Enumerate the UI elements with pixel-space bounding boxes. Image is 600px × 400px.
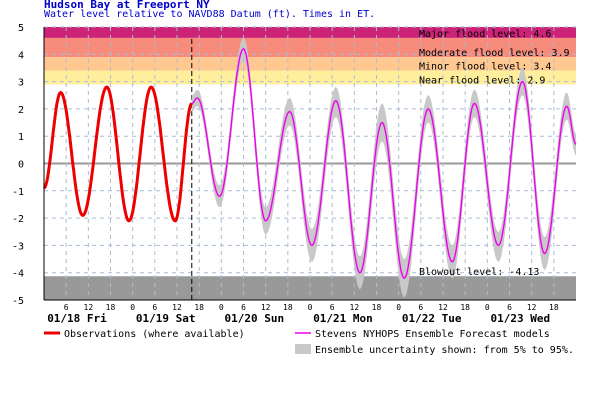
flood-level-label: Minor flood level: 3.4	[419, 62, 551, 73]
x-tick-label: 18	[460, 303, 470, 312]
forecast-legend-label: Stevens NYHOPS Ensemble Forecast models	[315, 329, 550, 340]
day-label: 01/23 Wed	[491, 312, 551, 325]
day-label: 01/21 Mon	[313, 312, 373, 325]
uncertainty-legend-label: Ensemble uncertainty shown: from 5% to 9…	[315, 345, 574, 356]
x-tick-label: 6	[507, 303, 512, 312]
day-label: 01/19 Sat	[136, 312, 196, 325]
observations-line	[43, 85, 193, 223]
y-tick-label: 5	[18, 23, 24, 34]
chart-subtitle: Water level relative to NAVD88 Datum (ft…	[44, 9, 376, 20]
x-tick-label: 6	[418, 303, 423, 312]
day-label: 01/20 Sun	[225, 312, 285, 325]
blowout-band	[44, 276, 576, 300]
x-tick-label: 18	[372, 303, 382, 312]
x-tick-label: 0	[219, 303, 224, 312]
major-flood-band	[44, 27, 576, 38]
uncertainty-band-group	[191, 37, 577, 298]
x-tick-label: 0	[396, 303, 401, 312]
day-label: 01/22 Tue	[402, 312, 462, 325]
x-tick-label: 6	[64, 303, 69, 312]
grid-lines	[44, 26, 576, 301]
x-tick-label: 0	[130, 303, 135, 312]
x-tick-label: 12	[350, 303, 360, 312]
x-tick-label: 12	[172, 303, 182, 312]
legend: Observations (where available) Stevens NY…	[44, 329, 574, 356]
flood-level-label: Near flood level: 2.9	[419, 75, 545, 86]
series-lines	[43, 47, 577, 280]
x-tick-label: 18	[106, 303, 116, 312]
flood-level-label: Moderate flood level: 3.9	[419, 48, 570, 59]
chart-title: Hudson Bay at Freeport NY	[44, 0, 210, 11]
y-tick-label: -5	[12, 296, 24, 307]
x-tick-label: 6	[241, 303, 246, 312]
observations-legend-label: Observations (where available)	[64, 329, 245, 340]
y-tick-label: 2	[18, 105, 24, 116]
x-tick-label: 18	[549, 303, 559, 312]
x-tick-label: 0	[485, 303, 490, 312]
y-tick-label: 1	[18, 132, 24, 143]
y-tick-label: 4	[18, 50, 24, 61]
x-tick-label: 6	[330, 303, 335, 312]
y-tick-label: -2	[12, 214, 24, 225]
x-tick-label: 12	[438, 303, 448, 312]
forecast-line	[191, 47, 577, 280]
uncertainty-band	[191, 37, 577, 298]
flood-level-label: Major flood level: 4.6	[419, 29, 551, 40]
blowout-level-label: Blowout level: -4.13	[419, 267, 539, 278]
day-label: 01/18 Fri	[47, 312, 107, 325]
y-tick-label: -4	[12, 269, 24, 280]
y-tick-label: 0	[18, 160, 24, 171]
x-tick-label: 6	[152, 303, 157, 312]
y-tick-label: -3	[12, 241, 24, 252]
x-tick-label: 18	[194, 303, 204, 312]
y-tick-label: 3	[18, 78, 24, 89]
level-labels: Major flood level: 4.6 Moderate flood lev…	[419, 29, 570, 278]
x-tick-label: 12	[84, 303, 94, 312]
y-tick-label: -1	[12, 187, 24, 198]
uncertainty-legend-swatch	[295, 344, 311, 354]
x-tick-label: 18	[283, 303, 293, 312]
x-tick-label: 0	[308, 303, 313, 312]
x-tick-label: 12	[527, 303, 537, 312]
x-tick-label: 12	[261, 303, 271, 312]
